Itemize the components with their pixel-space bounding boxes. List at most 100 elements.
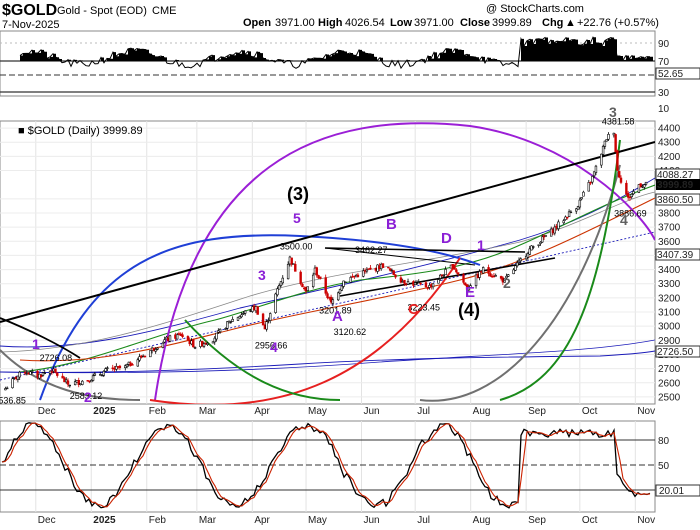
x-tick-label: Aug	[473, 515, 491, 526]
candle-body	[61, 375, 64, 379]
x-tick-label: 2025	[93, 515, 116, 526]
candle-body	[392, 270, 395, 275]
candle-body	[403, 279, 406, 284]
candle-body	[91, 375, 95, 381]
watermark: @ StockCharts.com	[486, 3, 584, 15]
candle-body	[632, 191, 635, 195]
candle-body	[537, 244, 540, 246]
candle-body	[541, 236, 544, 243]
lower-band-line	[0, 350, 655, 373]
close-value: 3999.89	[492, 17, 532, 29]
arc-gray-lower	[0, 349, 141, 401]
price-annotations: 2726.08 2536.85 2583.12 2956.66 3500.00 3201.…	[0, 117, 647, 406]
candle-body	[163, 339, 166, 343]
wave-label: (3)	[287, 184, 309, 204]
candle-body	[256, 306, 259, 315]
candle-body	[93, 373, 97, 376]
candle-body	[567, 211, 571, 218]
candle-body	[99, 374, 102, 376]
price-axis: 4400430042004100390038003700360035003400…	[658, 124, 681, 404]
candle-body	[399, 277, 403, 283]
osc-axis-label: 50	[658, 461, 670, 472]
x-tick-label: May	[308, 515, 327, 526]
high-label: High	[318, 17, 343, 29]
candle-body	[106, 367, 109, 369]
x-tick-label: Nov	[637, 515, 655, 526]
candle-body	[66, 380, 70, 385]
candle-body	[569, 211, 573, 214]
symbol: $GOLD	[2, 2, 57, 19]
candle-body	[286, 263, 290, 280]
candle-body	[582, 191, 585, 197]
price-horizontal-grid	[0, 127, 655, 398]
wave-label: 1	[32, 336, 40, 352]
candle-body	[265, 321, 268, 330]
price-annotation: 3223.45	[408, 303, 441, 313]
candle-body	[644, 181, 648, 185]
instrument-name: Gold - Spot (EOD)	[57, 5, 147, 17]
candle-body	[115, 365, 118, 370]
candle-body	[625, 182, 628, 195]
candle-body	[530, 245, 533, 251]
chart-date: 7-Nov-2025	[2, 19, 59, 31]
candle-body	[532, 246, 535, 248]
candle-body	[394, 274, 397, 278]
top-axis-label: 90	[658, 39, 670, 50]
candle-body	[578, 199, 582, 208]
candle-body	[23, 372, 27, 374]
candle-body	[39, 374, 43, 377]
candle-body	[342, 280, 345, 287]
x-tick-label: Dec	[38, 406, 56, 417]
candle-body	[474, 274, 478, 287]
candle-body	[18, 371, 21, 378]
candle-body	[50, 371, 54, 373]
candle-body	[614, 134, 617, 153]
y-tick-label: 3300	[658, 279, 681, 290]
candle-body	[161, 342, 165, 348]
wave-label: C	[408, 301, 419, 318]
x-tick-label: Jun	[364, 515, 380, 526]
candle-body	[467, 287, 471, 291]
candle-body	[319, 276, 322, 279]
candle-body	[213, 337, 216, 343]
candle-body	[587, 182, 590, 192]
wave-label: 3	[609, 104, 617, 120]
candle-body	[231, 319, 234, 322]
candle-body	[494, 275, 497, 277]
candle-body	[601, 146, 605, 155]
candle-body	[68, 384, 71, 387]
top-indicator-panel: 90 70 52.65 30 10	[0, 30, 700, 115]
candle-body	[564, 216, 567, 220]
price-annotation: 3500.00	[280, 241, 313, 251]
candle-body	[29, 371, 32, 375]
wave-label: D	[441, 230, 452, 247]
candle-body	[242, 312, 245, 315]
wave-label: 2	[503, 275, 511, 291]
price-annotation: 2726.08	[40, 353, 73, 363]
candle-body	[406, 281, 410, 285]
candle-body	[149, 350, 152, 358]
x-tick-label: Apr	[254, 515, 270, 526]
price-panel-label: ■ $GOLD (Daily) 3999.89	[18, 125, 143, 137]
x-tick-label: Aug	[473, 406, 491, 417]
candle-body	[607, 134, 610, 140]
x-tick-label: 2025	[93, 406, 116, 417]
candle-body	[365, 269, 369, 272]
candle-body	[557, 221, 560, 230]
candle-body	[528, 248, 531, 255]
candle-body	[512, 269, 515, 275]
candle-body	[193, 347, 197, 349]
candle-body	[337, 292, 340, 301]
candle-body	[362, 270, 365, 277]
wave-label: (4)	[458, 300, 480, 320]
price-annotation: 3886.69	[614, 209, 647, 219]
candle-body	[519, 258, 522, 262]
x-tick-label: May	[308, 406, 327, 417]
candle-body	[240, 314, 243, 318]
candle-body	[290, 257, 293, 265]
candle-body	[456, 272, 460, 275]
wave-label: B	[386, 216, 397, 233]
candle-body	[43, 372, 46, 374]
candle-body	[218, 328, 222, 333]
candle-body	[238, 316, 242, 319]
